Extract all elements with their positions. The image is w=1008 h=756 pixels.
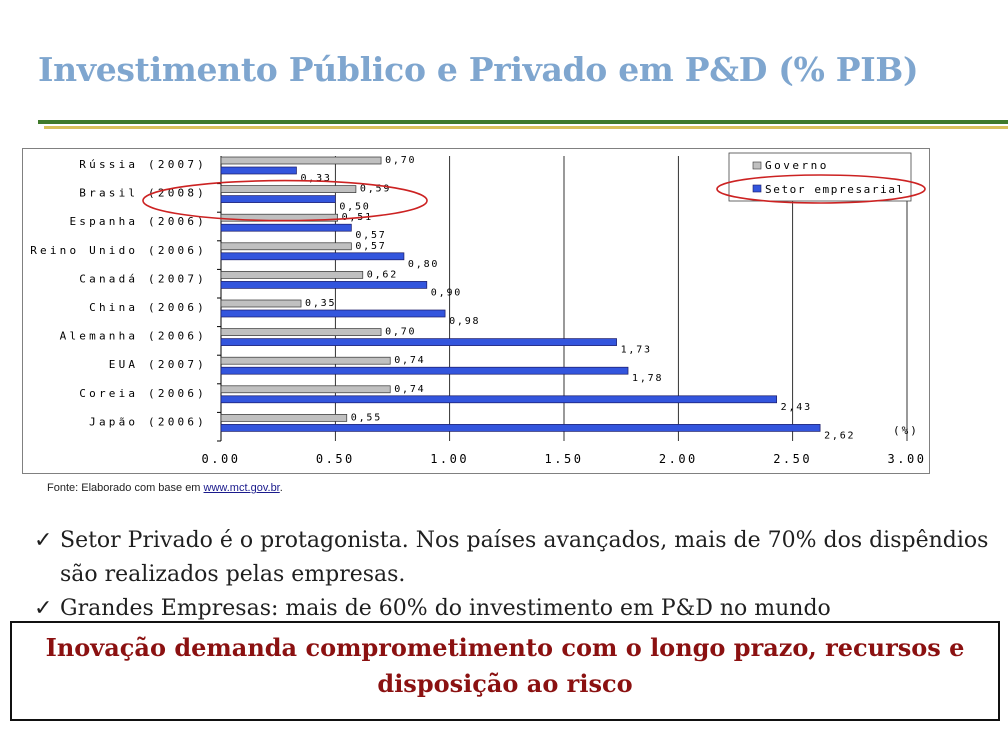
unit-label: (%): [893, 424, 919, 437]
data-label-governo: 0,35: [305, 298, 336, 309]
category-label: Japão (2006): [89, 415, 207, 428]
bar-setor-empresarial: [220, 166, 297, 175]
bar-setor-empresarial: [220, 281, 428, 289]
data-label-governo: 0,70: [385, 327, 416, 338]
source-prefix: Fonte: Elaborado com base em: [47, 482, 204, 494]
bar-governo: [220, 356, 391, 365]
bullet-item: ✓ Setor Privado é o protagonista. Nos pa…: [34, 524, 994, 592]
data-label-setor-empresarial: 2,62: [824, 430, 855, 441]
category-label: Coreia (2006): [79, 387, 207, 400]
legend-label-governo: Governo: [765, 159, 829, 172]
bar-chart: 0.00 0.50 1.00 1.50 2.00 2.50 3.00 (%) Rússia (2…: [22, 148, 930, 474]
conclusion-box: Inovação demanda comprometimento com o l…: [10, 621, 1000, 721]
category-label: EUA (2007): [109, 358, 207, 371]
data-label-governo: 0,74: [394, 384, 425, 395]
bar-setor-empresarial: [220, 395, 778, 404]
bar-governo: [220, 271, 364, 279]
x-tick-label: 3.00: [888, 452, 927, 466]
chart-canvas: 0.00 0.50 1.00 1.50 2.00 2.50 3.00 (%) Rússia (2…: [30, 152, 927, 466]
legend-swatch-setor-empresarial: [752, 184, 762, 193]
x-tick-label: 2.50: [773, 452, 812, 466]
highlight-ellipse-brasil: [142, 179, 428, 222]
category-label: China (2006): [89, 301, 207, 314]
x-tick-label: 0.00: [202, 452, 241, 466]
data-label-setor-empresarial: 1,73: [621, 345, 652, 356]
data-label-setor-empresarial: 0,98: [449, 316, 480, 327]
data-label-setor-empresarial: 0,33: [300, 173, 331, 184]
data-label-governo: 0,59: [360, 184, 391, 195]
bar-governo: [220, 156, 382, 165]
category-label: Rússia (2007): [79, 158, 207, 171]
bullet-text: Grandes Empresas: mais de 60% do investi…: [60, 596, 831, 621]
legend-label-setor-empresarial: Setor empresarial: [765, 183, 905, 196]
data-label-governo: 0,62: [367, 269, 398, 280]
data-label-governo: 0,70: [385, 155, 416, 166]
data-label-setor-empresarial: 0,80: [408, 259, 439, 270]
data-label-setor-empresarial: 1,78: [632, 373, 663, 384]
bar-setor-empresarial: [220, 223, 352, 232]
bar-setor-empresarial: [220, 424, 821, 432]
bullet-text: Setor Privado é o protagonista. Nos país…: [60, 528, 989, 587]
check-icon: ✓: [34, 596, 53, 621]
legend-swatch-governo: [752, 161, 762, 170]
data-label-setor-empresarial: 0,90: [431, 287, 462, 298]
category-label: Brasil (2008): [79, 187, 207, 200]
data-label-setor-empresarial: 0,50: [339, 202, 370, 213]
bar-governo: [220, 414, 348, 422]
bar-governo: [220, 328, 382, 336]
source-link[interactable]: www.mct.gov.br: [203, 482, 280, 494]
bar-setor-empresarial: [220, 252, 405, 261]
category-label: Espanha (2006): [69, 215, 207, 228]
source-suffix: .: [279, 482, 283, 494]
x-tick-label: 0.50: [316, 452, 355, 466]
bar-setor-empresarial: [220, 366, 629, 375]
category-label: Alemanha (2006): [60, 330, 207, 343]
bullet-item: ✓ Grandes Empresas: mais de 60% do inves…: [34, 592, 994, 626]
data-label-governo: 0,55: [351, 412, 382, 423]
bar-governo: [220, 242, 352, 251]
data-label-setor-empresarial: 2,43: [781, 402, 812, 413]
bullet-list: ✓ Setor Privado é o protagonista. Nos pa…: [34, 524, 994, 626]
category-label: Canadá (2007): [79, 272, 207, 285]
bar-setor-empresarial: [220, 195, 336, 203]
x-tick-label: 2.00: [659, 452, 698, 466]
data-label-setor-empresarial: 0,57: [355, 230, 386, 241]
title-rule-gold: [44, 126, 1008, 129]
bar-setor-empresarial: [220, 309, 446, 318]
bar-governo: [220, 185, 357, 193]
x-tick-label: 1.50: [545, 452, 584, 466]
title-rule-green: [38, 120, 1008, 124]
bar-governo: [220, 299, 302, 308]
data-label-governo: 0,57: [355, 241, 386, 252]
bar-governo: [220, 385, 391, 394]
highlight-ellipse-legend: [716, 174, 926, 204]
source-note: Fonte: Elaborado com base em www.mct.gov…: [47, 482, 283, 494]
slide-title: Investimento Público e Privado em P&D (%…: [38, 50, 919, 89]
category-label: Reino Unido (2006): [30, 244, 207, 257]
x-tick-label: 1.00: [430, 452, 469, 466]
data-label-governo: 0,74: [394, 355, 425, 366]
bar-setor-empresarial: [220, 338, 617, 346]
check-icon: ✓: [34, 528, 53, 553]
